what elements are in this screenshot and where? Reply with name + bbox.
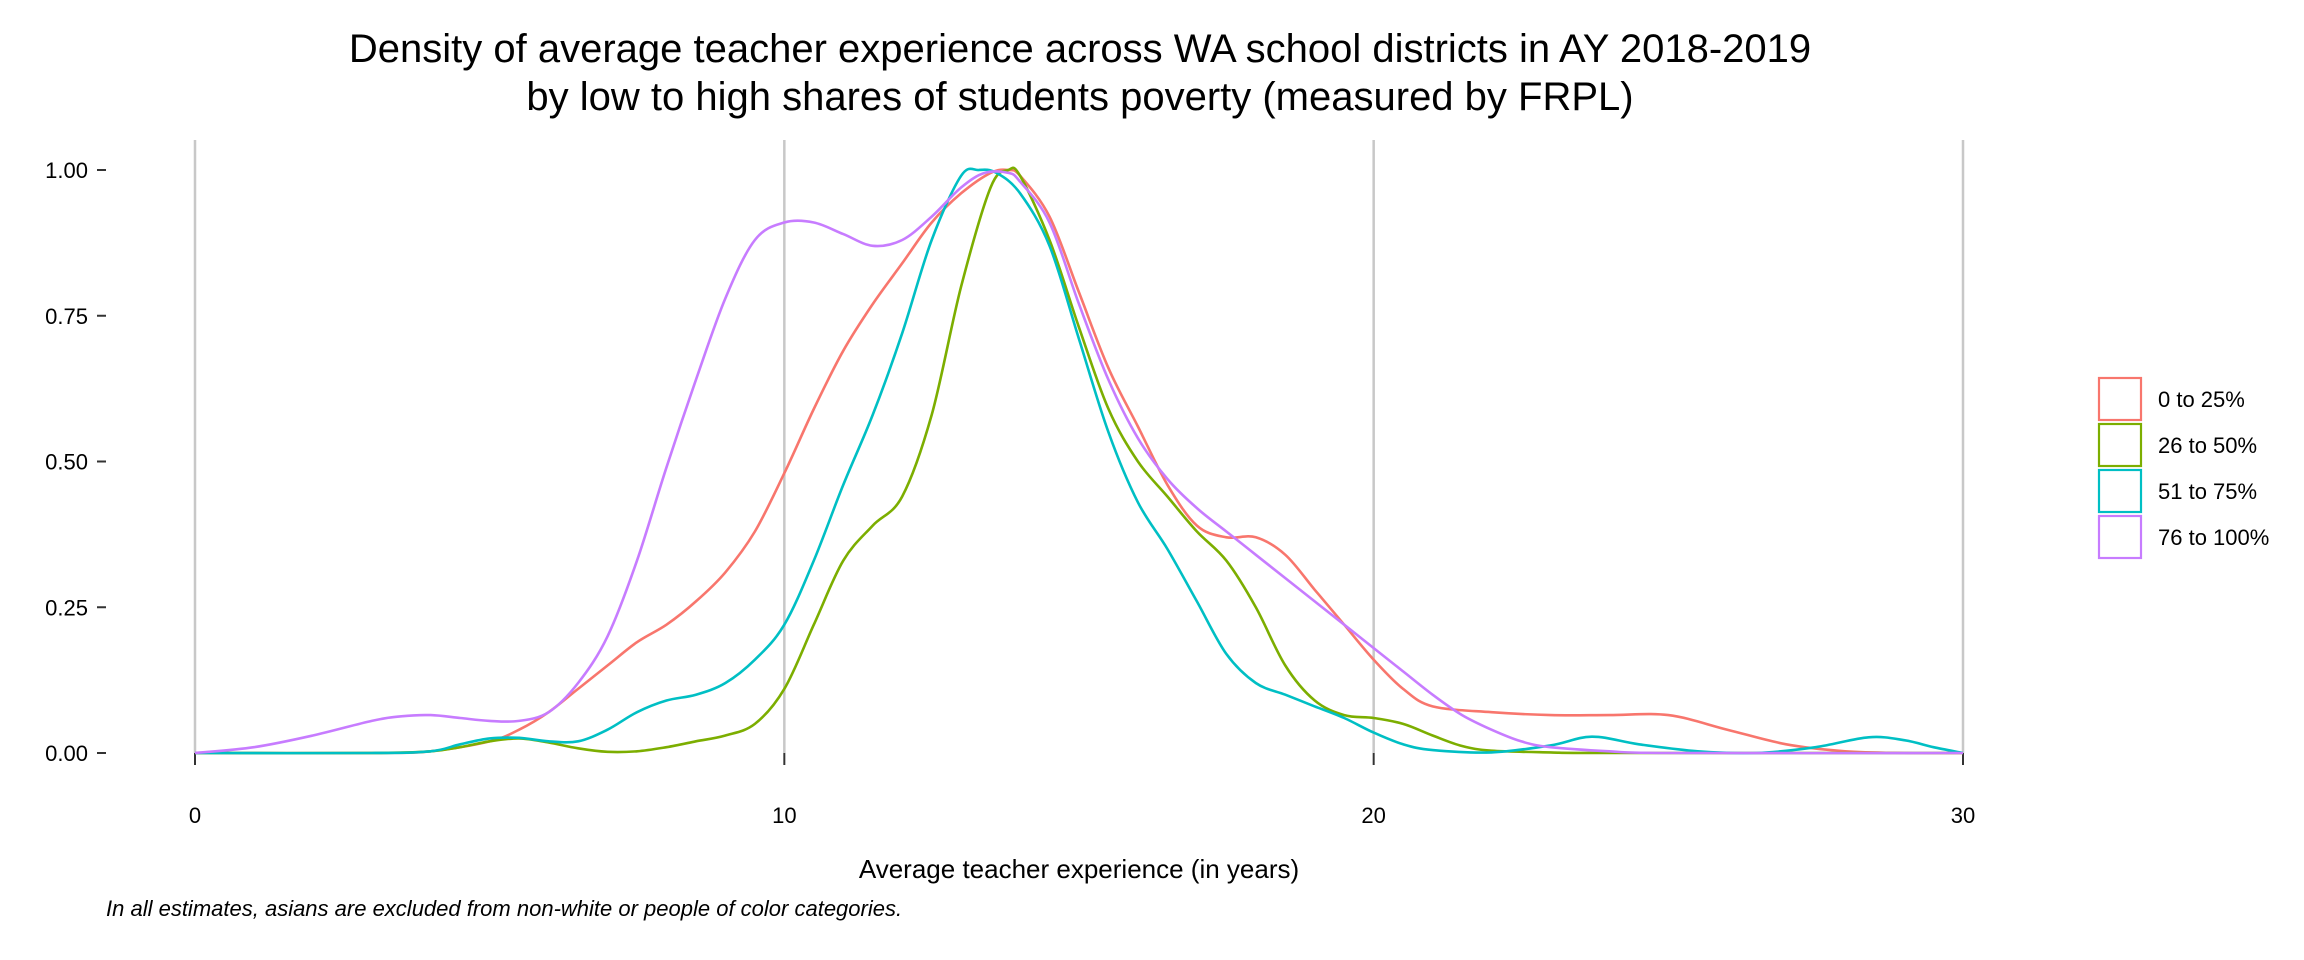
legend-label-3: 51 to 75% — [2158, 479, 2257, 504]
series-line-4 — [194, 170, 1964, 755]
legend-key-4 — [2097, 514, 2143, 560]
chart-caption: In all estimates, asians are excluded fr… — [106, 896, 902, 921]
y-tick-label: 1.00 — [45, 158, 88, 183]
axes: 0 10 20 30 0.00 0.25 0.50 0.75 1.00 — [45, 158, 1975, 828]
legend-label-4: 76 to 100% — [2158, 525, 2269, 550]
y-tick-label: 0.25 — [45, 595, 88, 620]
grid-lines — [193, 140, 1965, 753]
x-axis-title: Average teacher experience (in years) — [859, 854, 1299, 884]
series-line-3 — [194, 167, 1964, 755]
x-tick-label: 30 — [1951, 803, 1975, 828]
y-tick-label: 0.00 — [45, 741, 88, 766]
chart-title-line-2: by low to high shares of students povert… — [526, 75, 1633, 119]
x-tick-label: 10 — [772, 803, 796, 828]
legend: 0 to 25% 26 to 50% 51 to 75% 76 to 100% — [2097, 376, 2269, 560]
legend-key-2 — [2097, 422, 2143, 468]
legend-key-3 — [2097, 468, 2143, 514]
legend-label-1: 0 to 25% — [2158, 387, 2245, 412]
x-tick-label: 20 — [1361, 803, 1385, 828]
x-tick-label: 0 — [189, 803, 201, 828]
chart-title-line-1: Density of average teacher experience ac… — [349, 27, 1811, 71]
density-curves — [194, 166, 1964, 755]
y-tick-label: 0.75 — [45, 304, 88, 329]
legend-label-2: 26 to 50% — [2158, 433, 2257, 458]
y-tick-label: 0.50 — [45, 450, 88, 475]
series-line-1 — [194, 168, 1964, 755]
series-line-2 — [194, 166, 1964, 755]
legend-key-1 — [2097, 376, 2143, 422]
